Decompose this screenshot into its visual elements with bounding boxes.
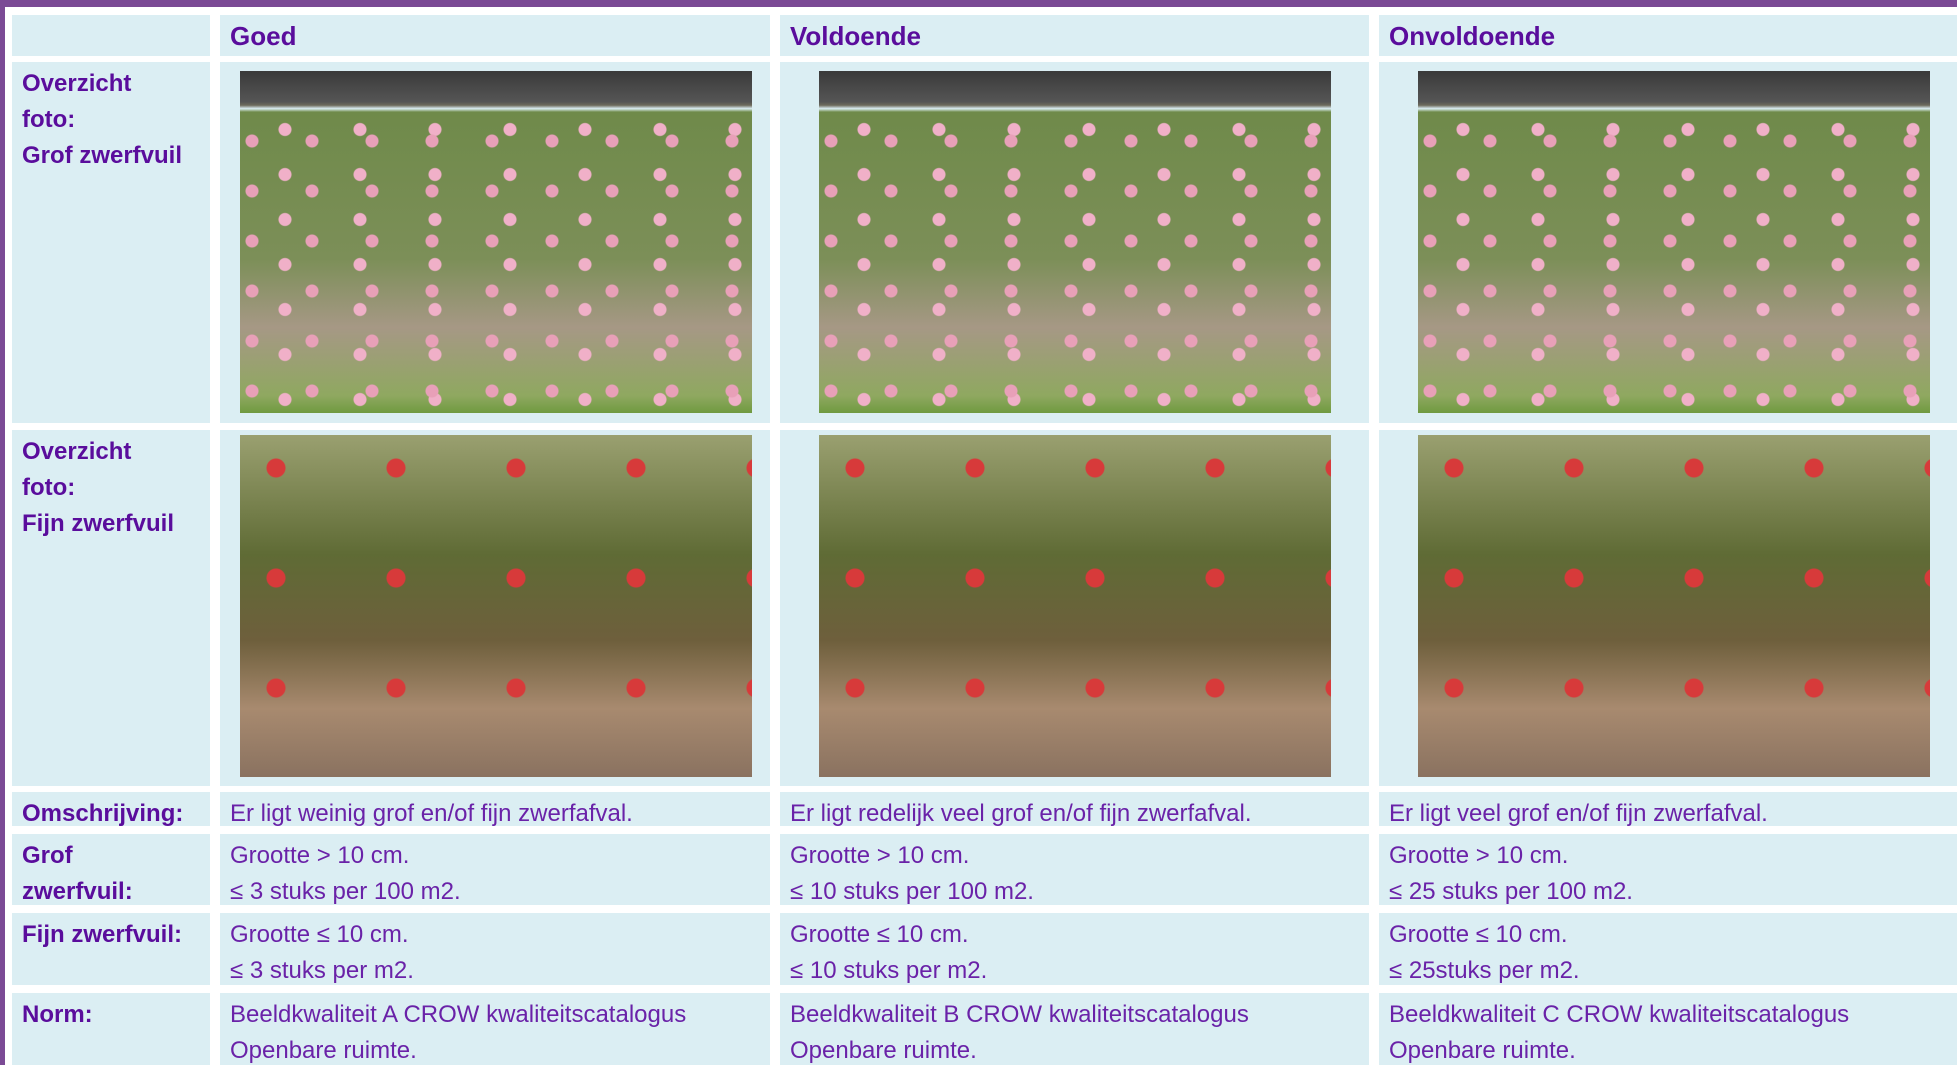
photo <box>819 435 1331 777</box>
cell-line: Grootte ≤ 10 cm. <box>790 917 1359 953</box>
column-header: Goed <box>220 15 770 56</box>
cell-line: Beeldkwaliteit C CROW kwaliteitscatalogu… <box>1389 997 1947 1033</box>
photo <box>1418 435 1930 777</box>
cell-line: Er ligt veel grof en/of fijn zwerfafval. <box>1389 796 1947 832</box>
label-line: foto: <box>22 102 200 138</box>
cell-line: Er ligt redelijk veel grof en/of fijn zw… <box>790 796 1359 832</box>
label-line: Overzicht <box>22 66 200 102</box>
label-line: Grof <box>22 838 200 874</box>
label-line: Omschrijving: <box>22 796 200 832</box>
cell-line: ≤ 25stuks per m2. <box>1389 953 1947 989</box>
data-cell: Beeldkwaliteit B CROW kwaliteitscatalogu… <box>780 993 1369 1065</box>
photo <box>240 71 752 413</box>
header-text: Voldoende <box>790 19 1359 53</box>
data-cell: Er ligt redelijk veel grof en/of fijn zw… <box>780 792 1369 826</box>
page: GoedVoldoendeOnvoldoendeOverzichtfoto:Gr… <box>0 0 1957 1065</box>
row-label: Fijn zwerfvuil: <box>12 913 210 985</box>
cell-line: ≤ 3 stuks per m2. <box>230 953 760 989</box>
column-header: Voldoende <box>780 15 1369 56</box>
cell-line: Grootte ≤ 10 cm. <box>230 917 760 953</box>
photo-cell <box>780 62 1369 423</box>
photo <box>819 71 1331 413</box>
data-cell: Grootte > 10 cm.≤ 10 stuks per 100 m2. <box>780 834 1369 905</box>
photo-cell <box>780 430 1369 786</box>
cell-line: Openbare ruimte. <box>230 1033 760 1065</box>
cell-line: Grootte ≤ 10 cm. <box>1389 917 1947 953</box>
cell-line: Grootte > 10 cm. <box>230 838 760 874</box>
column-header: Onvoldoende <box>1379 15 1957 56</box>
photo-cell <box>1379 62 1957 423</box>
left-border <box>0 0 5 1065</box>
photo <box>1418 71 1930 413</box>
cell-line: ≤ 25 stuks per 100 m2. <box>1389 874 1947 910</box>
photo-cell <box>220 62 770 423</box>
cell-line: Er ligt weinig grof en/of fijn zwerfafva… <box>230 796 760 832</box>
data-cell: Beeldkwaliteit C CROW kwaliteitscatalogu… <box>1379 993 1957 1065</box>
photo-cell <box>220 430 770 786</box>
data-cell: Grootte > 10 cm.≤ 25 stuks per 100 m2. <box>1379 834 1957 905</box>
photo-cell <box>1379 430 1957 786</box>
cell-line: ≤ 3 stuks per 100 m2. <box>230 874 760 910</box>
data-cell: Grootte ≤ 10 cm.≤ 3 stuks per m2. <box>220 913 770 985</box>
cell-line: ≤ 10 stuks per m2. <box>790 953 1359 989</box>
cell-line: ≤ 10 stuks per 100 m2. <box>790 874 1359 910</box>
cell-line: Grootte > 10 cm. <box>790 838 1359 874</box>
label-line: Fijn zwerfvuil <box>22 506 200 542</box>
data-cell: Er ligt veel grof en/of fijn zwerfafval. <box>1379 792 1957 826</box>
label-line: Norm: <box>22 997 200 1033</box>
data-cell: Beeldkwaliteit A CROW kwaliteitscatalogu… <box>220 993 770 1065</box>
data-cell: Grootte ≤ 10 cm.≤ 10 stuks per m2. <box>780 913 1369 985</box>
label-line: zwerfvuil: <box>22 874 200 910</box>
data-cell: Grootte > 10 cm.≤ 3 stuks per 100 m2. <box>220 834 770 905</box>
photo <box>240 435 752 777</box>
cell-line: Beeldkwaliteit A CROW kwaliteitscatalogu… <box>230 997 760 1033</box>
row-label: Norm: <box>12 993 210 1065</box>
header-text: Onvoldoende <box>1389 19 1947 53</box>
data-cell: Er ligt weinig grof en/of fijn zwerfafva… <box>220 792 770 826</box>
label-line: Overzicht <box>22 434 200 470</box>
cell-line: Openbare ruimte. <box>1389 1033 1947 1065</box>
header-text: Goed <box>230 19 760 53</box>
label-line: Fijn zwerfvuil: <box>22 917 200 953</box>
cell-line: Grootte > 10 cm. <box>1389 838 1947 874</box>
label-line: foto: <box>22 470 200 506</box>
cell-line: Openbare ruimte. <box>790 1033 1359 1065</box>
row-label: Omschrijving: <box>12 792 210 826</box>
cell-line: Beeldkwaliteit B CROW kwaliteitscatalogu… <box>790 997 1359 1033</box>
label-line: Grof zwerfvuil <box>22 138 200 174</box>
top-border <box>0 0 1957 7</box>
data-cell: Grootte ≤ 10 cm.≤ 25stuks per m2. <box>1379 913 1957 985</box>
header-cell <box>12 15 210 56</box>
